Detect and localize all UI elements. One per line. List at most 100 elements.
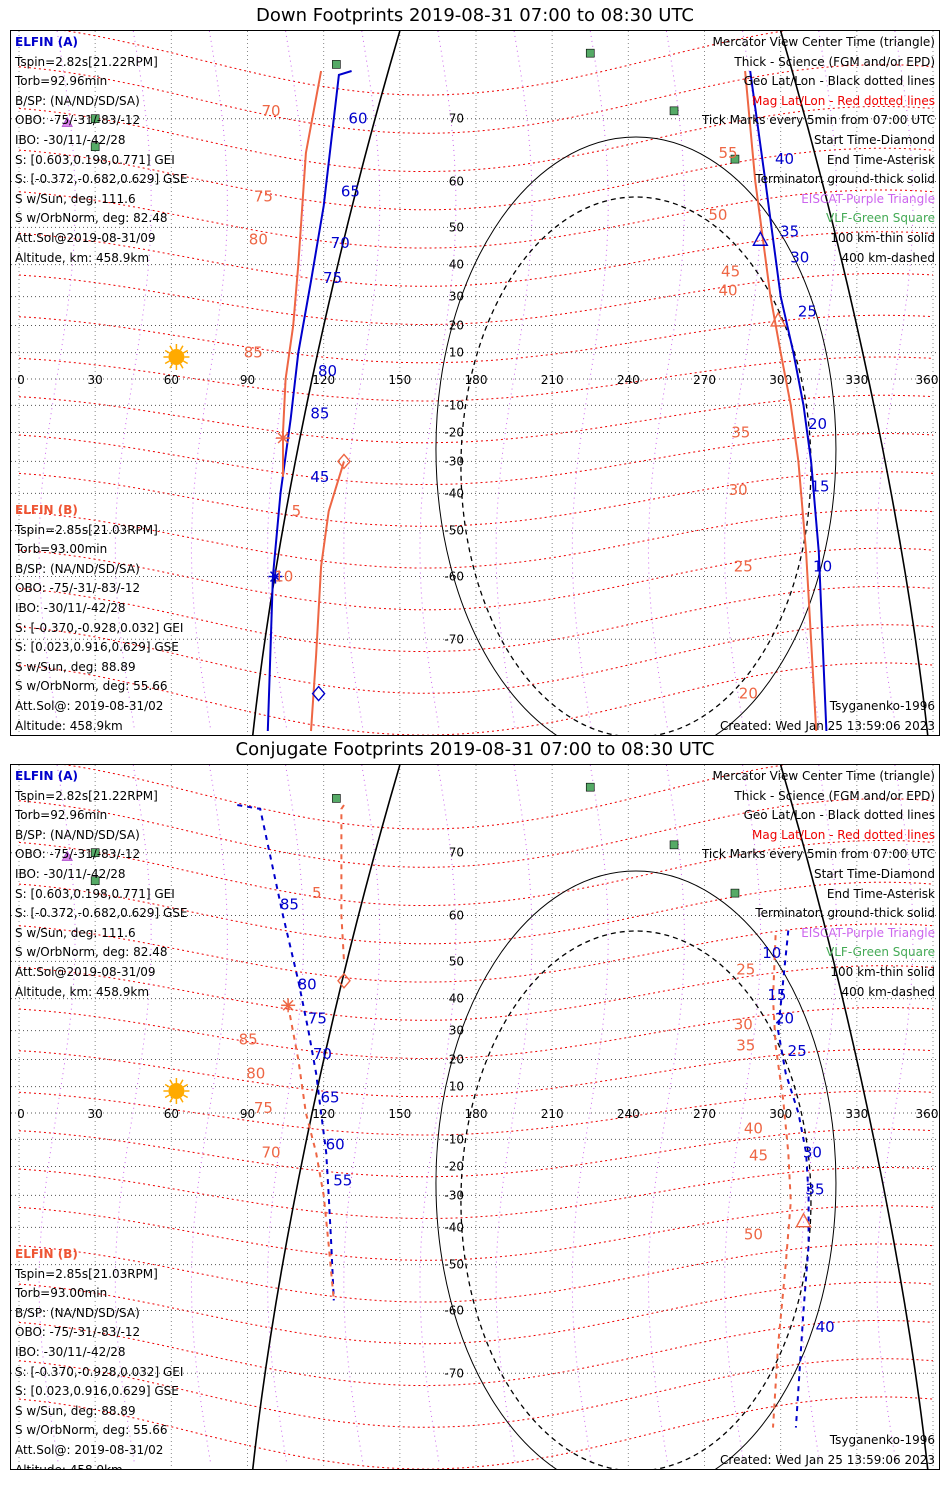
legend-line: Mag Lat/Lon - Red dotted lines	[751, 827, 935, 842]
elfin-b-tick-label: 5	[292, 502, 302, 520]
elfin-b-line: OBO: -75/-31/-83/-12	[15, 581, 141, 596]
elfin-b-line: Tspin=2.85s[21.03RPM]	[15, 522, 158, 537]
elfin-a-tick-label: 70	[331, 234, 350, 252]
elfin-b-tick-label: 80	[246, 1064, 265, 1082]
lon-tick-label: 360	[916, 1107, 939, 1121]
elfin-a-track	[777, 930, 810, 1428]
lon-tick-label: 60	[164, 373, 179, 387]
panel-2-title: Conjugate Footprints 2019-08-31 07:00 to…	[235, 739, 715, 760]
elfin-a-tick-label: 30	[790, 249, 809, 267]
mag-lat-line	[18, 1090, 934, 1136]
elfin-b-tick-label: 75	[254, 1099, 273, 1117]
lon-tick-label: 0	[17, 1107, 25, 1121]
elfin-a-line: OBO: -75/-31/-83/-12	[15, 113, 141, 128]
sun-icon	[168, 1083, 185, 1099]
mag-lat-line	[18, 433, 934, 485]
sun-ray	[164, 1094, 170, 1099]
elfin-b-track	[744, 70, 818, 732]
mag-lat-line	[18, 1128, 934, 1178]
elfin-a-tick-label: 35	[805, 1180, 824, 1198]
elfin-a-tick-label: 85	[280, 896, 299, 914]
lat-tick-label: -20	[444, 425, 464, 439]
elfin-a-line: Torb=92.96min	[15, 74, 108, 89]
terminator-line	[251, 765, 401, 1469]
lat-tick-label: 10	[449, 346, 464, 360]
elfin-b-tick-label: 75	[254, 187, 273, 205]
elfin-b-tick-label: 80	[249, 230, 268, 248]
legend-line: 100 km-thin solid	[830, 230, 935, 245]
panel-1-title: Down Footprints 2019-08-31 07:00 to 08:3…	[256, 5, 694, 26]
mag-lat-line	[18, 314, 934, 364]
created-label: Created: Wed Jan 25 13:59:06 2023	[720, 719, 935, 733]
elfin-b-info: ELFIN (B) Tspin=2.85s[21.03RPM] Torb=93.…	[15, 1245, 183, 1469]
elfin-a-line: S: [-0.372,-0.682,0.629] GSE	[15, 172, 188, 187]
elfin-b-tick-label: 30	[734, 1015, 753, 1033]
lon-tick-label: 150	[388, 373, 411, 387]
sun-ray	[169, 345, 174, 351]
start-diamond-icon	[337, 972, 351, 989]
elfin-b-line: S: [0.023,0.916,0.629] GSE	[15, 640, 179, 655]
legend-line: 100 km-thin solid	[830, 964, 935, 979]
lon-tick-label: 30	[88, 1107, 103, 1121]
lat-tick-label: 40	[449, 258, 464, 272]
elfin-b-track	[310, 461, 345, 732]
elfin-b-tick-label: 40	[718, 281, 737, 299]
lon-tick-label: 0	[17, 373, 25, 387]
legend-line: Terminator: ground-thick solid	[755, 172, 935, 187]
elfin-a-tick-label: 75	[323, 269, 342, 287]
elfin-b-line: Altitude: 458.9km	[15, 718, 123, 733]
mag-lat-line	[18, 231, 934, 287]
elfin-a-line: S: [0.603,0.198,0.771] GEI	[15, 152, 175, 167]
vlf-station-icon	[669, 106, 679, 116]
terminator-line	[779, 31, 929, 735]
elfin-a-line: Tspin=2.82s[21.22RPM]	[15, 54, 158, 69]
legend-line: Thick - Science (FGM and/or EPD)	[734, 788, 935, 803]
elfin-b-tick-label: 70	[261, 1144, 280, 1162]
elfin-a-info: ELFIN (A) Tspin=2.82s[21.22RPM] Torb=92.…	[15, 33, 188, 268]
center-triangle-icon	[795, 1212, 812, 1228]
elfin-a-tick-label: 60	[348, 110, 367, 128]
terminator-line	[779, 765, 929, 1469]
vlf-station-icon	[332, 794, 341, 803]
lon-tick-label: 180	[465, 1107, 488, 1121]
sun-ray	[182, 349, 189, 354]
vlf-station-icon	[585, 782, 595, 792]
elfin-a-line: B/SP: (NA/ND/SD/SA)	[15, 827, 140, 842]
lon-tick-label: 210	[541, 1107, 564, 1121]
legend-line: VLF-Green Square	[826, 211, 935, 226]
mag-lat-line	[18, 1243, 934, 1303]
vlf-station-icon	[90, 876, 100, 886]
elfin-a-line: S w/OrbNorm, deg: 82.48	[15, 211, 168, 226]
lon-tick-label: 270	[693, 373, 716, 387]
elfin-b-tick-label: 45	[721, 262, 740, 280]
elfin-b-tick-label: 35	[731, 423, 750, 441]
elfin-b-line: OBO: -75/-31/-83/-12	[15, 1325, 141, 1340]
elfin-a-tick-label: 25	[788, 1042, 807, 1060]
elfin-a-line: Torb=92.96min	[15, 808, 108, 823]
elfin-a-track	[266, 70, 352, 732]
elfin-a-track	[237, 804, 335, 1301]
elfin-a-track	[749, 70, 828, 732]
elfin-b-line: Att.Sol@: 2019-08-31/02	[15, 698, 164, 713]
mag-lat-line	[18, 662, 934, 735]
mag-meridian	[267, 765, 304, 1466]
elfin-b-line: Att.Sol@: 2019-08-31/02	[15, 1442, 164, 1457]
elfin-b-line: Torb=93.00min	[15, 542, 108, 557]
lon-tick-label: 210	[541, 373, 564, 387]
elfin-a-line: S: [0.603,0.198,0.771] GEI	[15, 886, 175, 901]
lat-tick-label: -60	[444, 1304, 464, 1318]
mag-lat-line	[18, 1167, 934, 1219]
elfin-a-line: Att.Sol@2019-08-31/09	[15, 230, 156, 245]
lat-tick-label: -40	[444, 486, 464, 500]
lat-tick-label: -50	[444, 1258, 464, 1272]
legend-line: Mercator View Center Time (triangle)	[712, 35, 935, 49]
end-asterisk-icon	[269, 571, 281, 583]
elfin-b-tick-label: 30	[729, 481, 748, 499]
lon-tick-label: 330	[845, 373, 868, 387]
elfin-b-tick-label: 35	[736, 1036, 755, 1054]
mag-lat-line	[18, 356, 934, 402]
elfin-a-line: S w/Sun, deg: 111.6	[15, 191, 136, 206]
elfin-b-line: IBO: -30/11/-42/28	[15, 1344, 126, 1359]
legend-line: Thick - Science (FGM and/or EPD)	[734, 54, 935, 69]
lat-tick-label: 50	[449, 220, 464, 234]
